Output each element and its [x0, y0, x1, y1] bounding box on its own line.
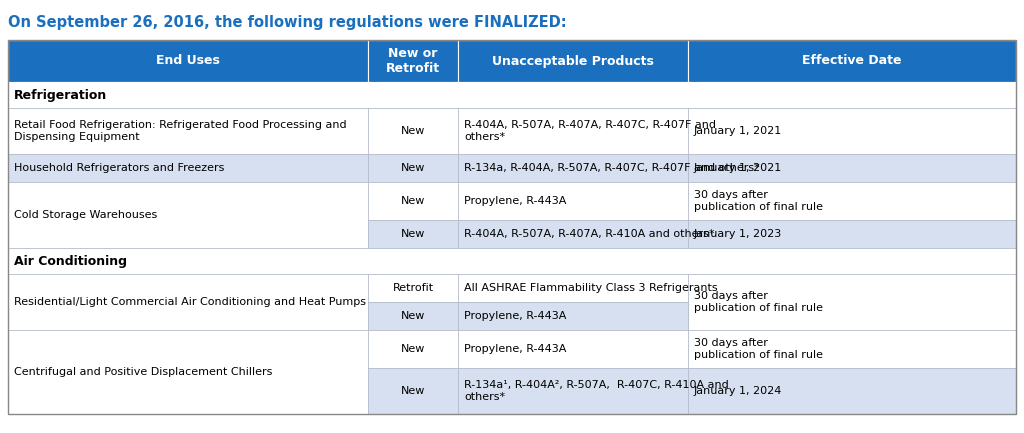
Bar — [8, 274, 368, 330]
Text: Propylene, R-443A: Propylene, R-443A — [464, 196, 566, 206]
Text: Centrifugal and Positive Displacement Chillers: Centrifugal and Positive Displacement Ch… — [14, 367, 272, 377]
Bar — [8, 40, 1016, 414]
Bar — [368, 154, 458, 182]
Bar — [688, 220, 1016, 248]
Text: New: New — [400, 229, 425, 239]
Bar — [8, 40, 1016, 82]
Bar — [458, 274, 688, 302]
Bar — [8, 108, 368, 154]
Bar — [368, 368, 458, 414]
Text: New: New — [400, 126, 425, 136]
Bar — [368, 108, 458, 154]
Text: January 1, 2021: January 1, 2021 — [694, 126, 782, 136]
Text: Cold Storage Warehouses: Cold Storage Warehouses — [14, 210, 158, 220]
Text: R-404A, R-507A, R-407A, R-407C, R-407F and
others*: R-404A, R-507A, R-407A, R-407C, R-407F a… — [464, 120, 716, 142]
Bar — [8, 330, 368, 414]
Bar — [458, 220, 688, 248]
Bar — [458, 182, 688, 220]
Text: R-134a¹, R-404A², R-507A,  R-407C, R-410A and
others*: R-134a¹, R-404A², R-507A, R-407C, R-410A… — [464, 380, 729, 402]
Text: January 1, 2021: January 1, 2021 — [694, 163, 782, 173]
Text: End Uses: End Uses — [156, 55, 220, 68]
Text: R-404A, R-507A, R-407A, R-410A and others*: R-404A, R-507A, R-407A, R-410A and other… — [464, 229, 715, 239]
Text: January 1, 2024: January 1, 2024 — [694, 386, 782, 396]
Bar — [458, 40, 688, 82]
Text: January 1, 2023: January 1, 2023 — [694, 229, 782, 239]
Text: R-134a, R-404A, R-507A, R-407C, R-407F and others*: R-134a, R-404A, R-507A, R-407C, R-407F a… — [464, 163, 760, 173]
Bar — [688, 274, 1016, 330]
Bar — [458, 302, 688, 330]
Bar — [368, 302, 458, 330]
Bar — [458, 108, 688, 154]
Text: Propylene, R-443A: Propylene, R-443A — [464, 344, 566, 354]
Bar — [8, 248, 1016, 274]
Text: Household Refrigerators and Freezers: Household Refrigerators and Freezers — [14, 163, 224, 173]
Bar — [458, 154, 688, 182]
Bar — [688, 330, 1016, 368]
Bar — [688, 154, 1016, 182]
Text: Retrofit: Retrofit — [392, 283, 433, 293]
Text: Effective Date: Effective Date — [802, 55, 902, 68]
Bar — [688, 368, 1016, 414]
Text: 30 days after
publication of final rule: 30 days after publication of final rule — [694, 338, 823, 360]
Bar — [458, 368, 688, 414]
Text: Propylene, R-443A: Propylene, R-443A — [464, 311, 566, 321]
Bar — [8, 40, 368, 82]
Text: 30 days after
publication of final rule: 30 days after publication of final rule — [694, 291, 823, 313]
Text: New: New — [400, 196, 425, 206]
Bar — [368, 40, 458, 82]
Bar — [368, 274, 458, 302]
Bar — [8, 82, 1016, 108]
Text: Air Conditioning: Air Conditioning — [14, 255, 127, 268]
Text: Refrigeration: Refrigeration — [14, 88, 108, 101]
Text: New or
Retrofit: New or Retrofit — [386, 47, 440, 75]
Bar — [688, 182, 1016, 220]
Text: New: New — [400, 344, 425, 354]
Text: New: New — [400, 386, 425, 396]
Text: On September 26, 2016, the following regulations were FINALIZED:: On September 26, 2016, the following reg… — [8, 14, 566, 29]
Bar — [368, 182, 458, 220]
Bar — [458, 330, 688, 368]
Text: New: New — [400, 311, 425, 321]
Bar — [688, 108, 1016, 154]
Bar — [8, 182, 368, 248]
Text: All ASHRAE Flammability Class 3 Refrigerants: All ASHRAE Flammability Class 3 Refriger… — [464, 283, 718, 293]
Text: 30 days after
publication of final rule: 30 days after publication of final rule — [694, 190, 823, 212]
Bar — [688, 40, 1016, 82]
Text: New: New — [400, 163, 425, 173]
Text: Unacceptable Products: Unacceptable Products — [493, 55, 654, 68]
Bar — [368, 220, 458, 248]
Text: Retail Food Refrigeration: Refrigerated Food Processing and
Dispensing Equipment: Retail Food Refrigeration: Refrigerated … — [14, 120, 347, 142]
Text: Residential/Light Commercial Air Conditioning and Heat Pumps: Residential/Light Commercial Air Conditi… — [14, 297, 366, 307]
Bar — [368, 330, 458, 368]
Bar — [8, 154, 368, 182]
